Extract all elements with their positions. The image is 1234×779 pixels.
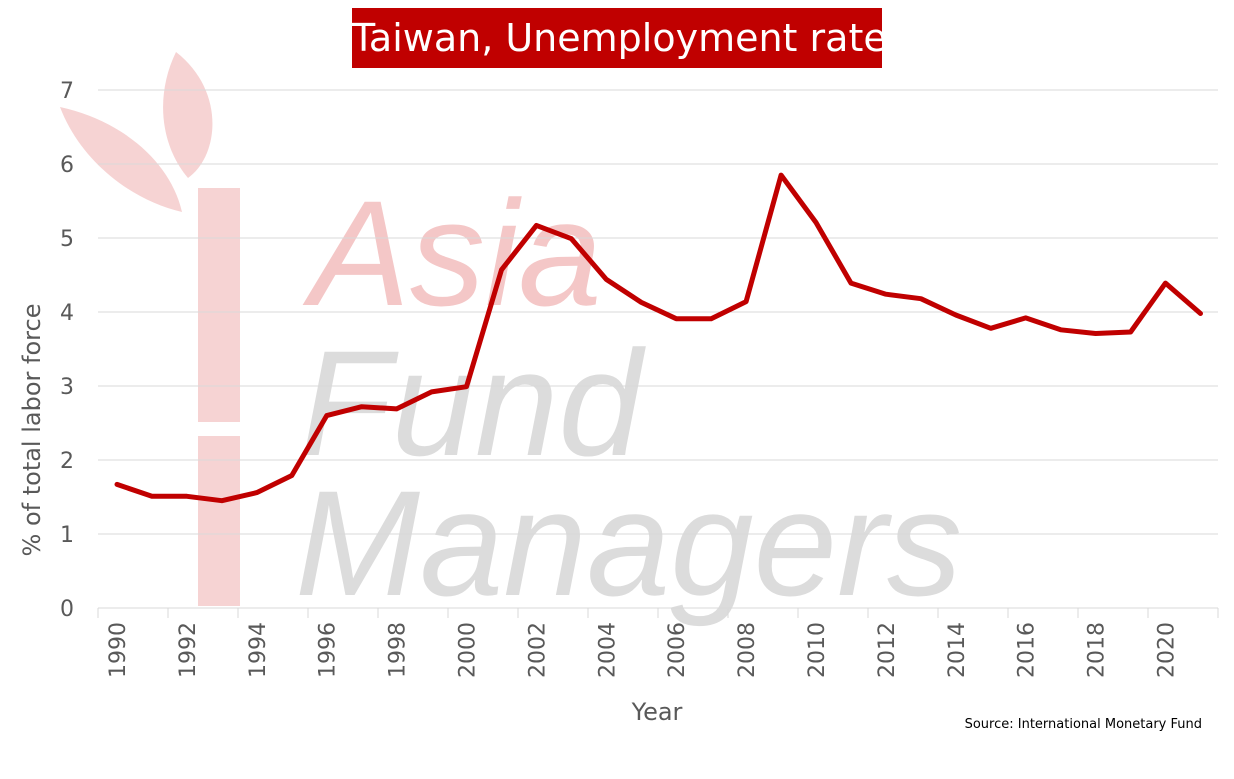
y-tick-label: 1 <box>60 523 74 548</box>
x-tick-label: 1990 <box>106 622 131 678</box>
watermark-asia: Asia <box>302 169 602 337</box>
x-tick-label: 2000 <box>456 622 481 678</box>
x-tick-label: 2020 <box>1155 622 1180 678</box>
y-tick-labels: 0 1 2 3 4 5 6 7 <box>60 79 74 622</box>
series-group <box>114 172 1203 504</box>
y-axis-label: % of total labor force <box>18 304 46 557</box>
x-tick-label: 1994 <box>246 622 271 678</box>
x-tick-label: 1992 <box>176 622 201 678</box>
series-line <box>114 172 1203 504</box>
watermark-logo <box>60 52 240 606</box>
x-tick-label: 1996 <box>316 622 341 678</box>
y-tick-label: 3 <box>60 375 74 400</box>
x-tick-labels: 1990 1992 1994 1996 1998 2000 2002 2004 2006 2008… <box>97 608 1219 678</box>
source-note: Source: International Monetary Fund <box>964 717 1202 732</box>
watermark-text: Asia Fund Managers <box>295 169 962 627</box>
chart-title: Taiwan, Unemployment rate <box>352 8 887 68</box>
watermark-fund: Fund <box>300 319 646 487</box>
x-tick-label: 2014 <box>945 622 970 678</box>
x-tick-label: 2018 <box>1085 622 1110 678</box>
y-tick-label: 2 <box>60 449 74 474</box>
x-tick-label: 2012 <box>875 622 900 678</box>
x-tick-label: 2006 <box>665 622 690 678</box>
x-tick-label: 2002 <box>525 622 550 678</box>
x-tick-label: 2010 <box>805 622 830 678</box>
y-tick-label: 4 <box>60 301 74 326</box>
y-tick-label: 7 <box>60 79 74 104</box>
x-axis-label: Year <box>631 698 683 726</box>
y-tick-label: 5 <box>60 227 74 252</box>
y-tick-label: 6 <box>60 153 74 178</box>
x-tick-label: 1998 <box>386 622 411 678</box>
x-tick-label: 2008 <box>735 622 760 678</box>
x-tick-label: 2004 <box>595 622 620 678</box>
y-tick-label: 0 <box>60 597 74 622</box>
x-tick-label: 2016 <box>1015 622 1040 678</box>
watermark-managers: Managers <box>295 459 962 627</box>
